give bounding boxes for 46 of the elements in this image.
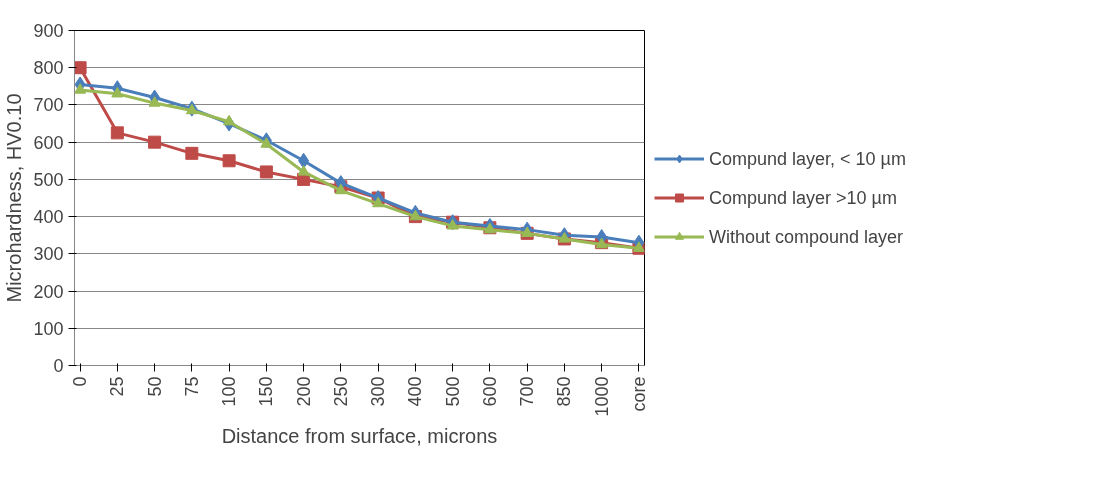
x-tick-label: 150 xyxy=(256,376,277,407)
x-tick-label: 50 xyxy=(144,376,165,397)
y-tick-label: 400 xyxy=(33,207,64,228)
point xyxy=(148,135,162,149)
x-tick-label: 1000 xyxy=(591,376,612,417)
y-tick-label: 500 xyxy=(33,169,64,190)
y-tick-label: 600 xyxy=(33,132,64,153)
point xyxy=(74,61,87,75)
y-tick-label: 700 xyxy=(33,95,64,116)
x-tick-label: 400 xyxy=(405,376,426,407)
point xyxy=(259,165,273,179)
x-tick-label: 200 xyxy=(293,376,314,407)
point xyxy=(260,137,273,148)
y-tick-label: 900 xyxy=(33,21,64,41)
y-tick-label: 300 xyxy=(33,244,64,265)
point xyxy=(372,196,385,208)
point xyxy=(110,126,124,140)
x-tick-label: 850 xyxy=(554,376,575,407)
point xyxy=(298,152,310,169)
y-tick-label: 200 xyxy=(33,281,64,302)
point xyxy=(74,83,87,94)
x-tick-label: 0 xyxy=(70,376,91,387)
x-axis-title: Distance from surface, microns xyxy=(221,424,498,447)
y-axis-title: Microhardness, HV0.10 xyxy=(3,93,26,303)
point xyxy=(297,165,310,176)
x-tick-label: 700 xyxy=(517,376,538,407)
legend-label: Without compound layer xyxy=(709,226,904,247)
y-tick-label: 100 xyxy=(33,318,64,339)
x-tick-label: 600 xyxy=(479,376,500,407)
x-tick-label: 250 xyxy=(330,376,351,407)
point xyxy=(148,96,161,107)
x-tick-label: 300 xyxy=(368,376,389,407)
point xyxy=(222,154,236,168)
point xyxy=(446,219,459,230)
x-tick-label: 500 xyxy=(442,376,463,407)
point xyxy=(185,146,199,160)
x-tick-label: 100 xyxy=(219,376,240,407)
x-tick-label: 25 xyxy=(107,376,128,397)
point xyxy=(111,86,124,98)
x-tick-label: core xyxy=(628,376,649,412)
x-tick-label: 75 xyxy=(181,376,202,397)
point xyxy=(223,114,236,126)
y-tick-label: 800 xyxy=(33,58,64,79)
legend-label: Compund layer >10 µm xyxy=(709,187,897,208)
y-tick-label: 0 xyxy=(53,356,64,376)
legend-label: Compund layer, < 10 µm xyxy=(709,148,906,169)
